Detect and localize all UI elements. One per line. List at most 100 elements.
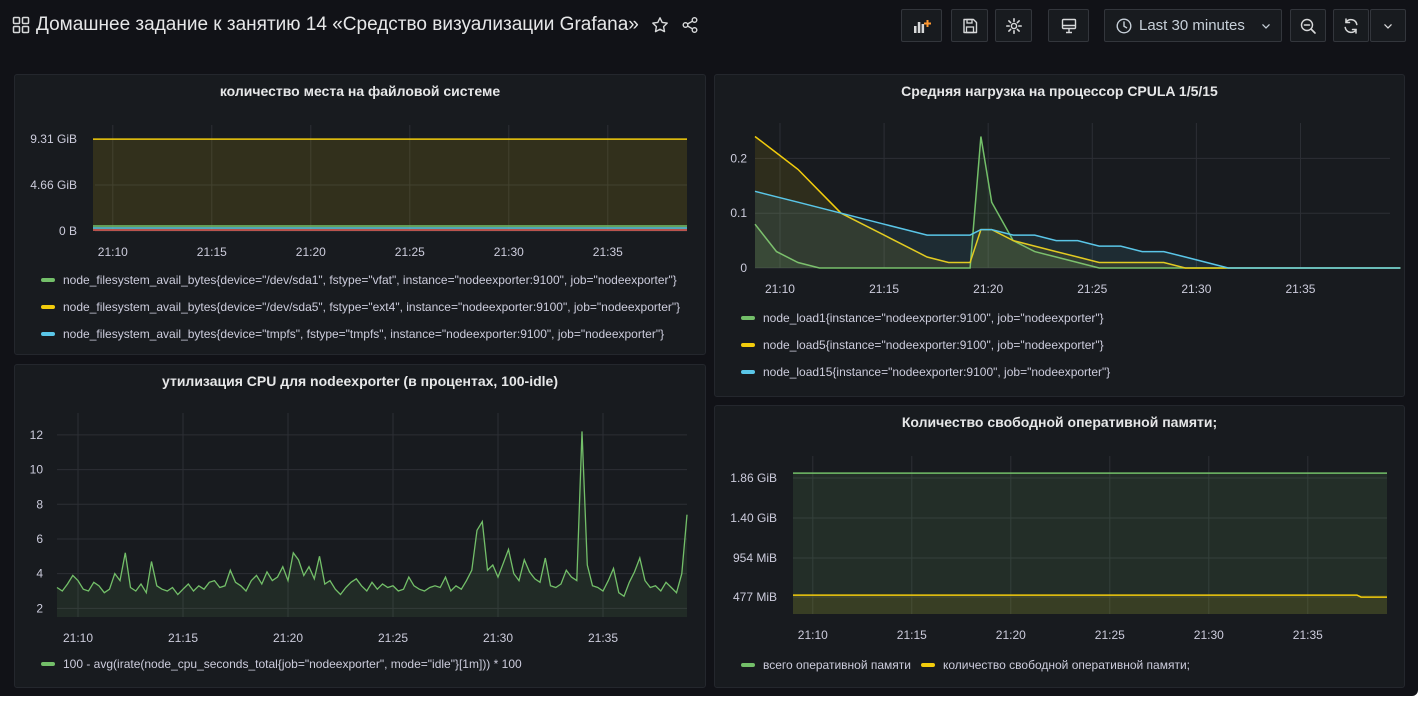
x-tick-label: 21:15 — [168, 631, 198, 645]
panel-legend: 100 - avg(irate(node_cpu_seconds_total{j… — [41, 650, 701, 677]
legend-swatch — [41, 277, 55, 282]
x-tick-label: 21:10 — [798, 628, 828, 642]
y-tick-label: 954 MiB — [733, 551, 777, 565]
legend-swatch — [41, 661, 55, 666]
panel-title[interactable]: Средняя нагрузка на процессор CPULA 1/5/… — [901, 83, 1218, 99]
top-navbar: Домашнее задание к занятию 14 «Средство … — [0, 0, 1418, 50]
series-area — [93, 139, 687, 231]
panel-title[interactable]: количество места на файловой системе — [219, 83, 501, 99]
y-tick-label: 6 — [36, 532, 43, 546]
star-icon[interactable] — [651, 16, 669, 34]
share-icon[interactable] — [681, 16, 699, 34]
series-area — [755, 136, 1401, 268]
y-tick-label: 9.31 GiB — [30, 132, 77, 146]
x-tick-label: 21:10 — [98, 245, 128, 259]
settings-icon — [1005, 17, 1022, 34]
panel-cpu-load[interactable]: Средняя нагрузка на процессор CPULA 1/5/… — [714, 74, 1405, 397]
x-tick-label: 21:20 — [973, 282, 1003, 296]
legend-label: node_filesystem_avail_bytes{device="/dev… — [63, 299, 681, 314]
save-dashboard-button[interactable] — [951, 9, 988, 42]
x-tick-label: 21:25 — [1077, 282, 1107, 296]
x-tick-label: 21:30 — [1181, 282, 1211, 296]
x-tick-label: 21:15 — [197, 245, 227, 259]
legend-item[interactable]: node_load1{instance="nodeexporter:9100",… — [741, 304, 1400, 331]
add-panel-button[interactable] — [901, 9, 942, 42]
panel-free-memory[interactable]: Количество свободной оперативной памяти;… — [714, 405, 1405, 688]
legend-swatch — [41, 304, 55, 309]
add-panel-icon — [913, 19, 931, 33]
legend-item[interactable]: всего оперативной памяти — [741, 658, 911, 672]
zoom-out-button[interactable] — [1290, 9, 1326, 42]
x-tick-label: 21:20 — [296, 245, 326, 259]
x-tick-label: 21:35 — [1285, 282, 1315, 296]
x-tick-label: 21:15 — [897, 628, 927, 642]
legend-label: node_filesystem_avail_bytes{device="/dev… — [63, 272, 677, 287]
dashboard-settings-button[interactable] — [995, 9, 1032, 42]
panel-legend: всего оперативной памяти количество своб… — [741, 651, 1400, 678]
y-tick-label: 12 — [30, 428, 44, 442]
panel-legend: node_filesystem_avail_bytes{device="/dev… — [41, 266, 701, 347]
tv-mode-icon — [1061, 18, 1076, 33]
x-tick-label: 21:10 — [63, 631, 93, 645]
legend-item[interactable]: количество свободной оперативной памяти; — [921, 658, 1190, 672]
tv-mode-button[interactable] — [1048, 9, 1089, 42]
panel-legend: node_load1{instance="nodeexporter:9100",… — [741, 304, 1400, 385]
panel-filesystem[interactable]: количество места на файловой системе 21:… — [14, 74, 706, 355]
legend-label: node_load15{instance="nodeexporter:9100"… — [763, 364, 1111, 379]
legend-item[interactable]: node_load15{instance="nodeexporter:9100"… — [741, 358, 1400, 385]
series-line — [56, 431, 688, 598]
x-tick-label: 21:25 — [395, 245, 425, 259]
x-tick-label: 21:25 — [1095, 628, 1125, 642]
clock-icon — [1116, 17, 1132, 34]
x-tick-label: 21:10 — [765, 282, 795, 296]
legend-label: node_filesystem_avail_bytes{device="tmpf… — [63, 326, 665, 341]
refresh-interval-dropdown[interactable] — [1370, 9, 1406, 42]
legend-swatch — [741, 369, 755, 374]
x-tick-label: 21:35 — [593, 245, 623, 259]
y-tick-label: 0.2 — [730, 151, 747, 165]
series-area — [755, 191, 1401, 268]
y-tick-label: 8 — [36, 497, 43, 511]
panel-title[interactable]: утилизация CPU для nodeexporter (в проце… — [162, 373, 558, 389]
y-tick-label: 0 — [740, 261, 747, 275]
refresh-icon — [1344, 17, 1358, 34]
cpu-load-chart[interactable]: 21:10 21:15 21:20 21:25 21:30 21:35 0 0.1 0.2 — [715, 75, 1405, 397]
y-tick-label: 0 B — [59, 224, 77, 238]
legend-item[interactable]: node_load5{instance="nodeexporter:9100",… — [741, 331, 1400, 358]
legend-label: node_load5{instance="nodeexporter:9100",… — [763, 337, 1104, 352]
time-range-picker[interactable]: Last 30 minutes — [1104, 9, 1282, 42]
series-area — [793, 595, 1387, 614]
panel-title[interactable]: Количество свободной оперативной памяти; — [901, 414, 1218, 430]
panel-cpu-utilization[interactable]: утилизация CPU для nodeexporter (в проце… — [14, 364, 706, 688]
save-icon — [962, 18, 977, 33]
legend-swatch — [921, 662, 935, 667]
x-tick-label: 21:35 — [588, 631, 618, 645]
dashboard-title[interactable]: Домашнее задание к занятию 14 «Средство … — [36, 14, 639, 35]
y-tick-label: 2 — [36, 601, 43, 615]
legend-item[interactable]: 100 - avg(irate(node_cpu_seconds_total{j… — [41, 650, 701, 677]
dashboard-title-area: Домашнее задание к занятию 14 «Средство … — [12, 12, 699, 38]
refresh-button[interactable] — [1333, 9, 1369, 42]
legend-item[interactable]: node_filesystem_avail_bytes{device="/dev… — [41, 266, 701, 293]
y-tick-label: 477 MiB — [733, 590, 777, 604]
legend-item[interactable]: node_filesystem_avail_bytes{device="tmpf… — [41, 320, 701, 347]
cpu-utilization-chart[interactable]: 21:10 21:15 21:20 21:25 21:30 21:35 2 4 6 8 10 12 — [15, 365, 706, 688]
legend-item[interactable]: node_filesystem_avail_bytes{device="/dev… — [41, 293, 701, 320]
series-area — [793, 473, 1387, 614]
legend-label: всего оперативной памяти — [763, 657, 911, 672]
filesystem-chart[interactable]: 21:10 21:15 21:20 21:25 21:30 21:35 0 B 4.66 Gi… — [15, 75, 706, 355]
chevron-down-icon — [1384, 23, 1392, 29]
grid-icon[interactable] — [12, 16, 30, 34]
x-tick-label: 21:20 — [273, 631, 303, 645]
y-tick-label: 4 — [36, 567, 43, 581]
legend-swatch — [741, 315, 755, 320]
x-tick-label: 21:30 — [483, 631, 513, 645]
legend-swatch — [741, 662, 755, 667]
series-area — [57, 431, 687, 617]
zoom-out-icon — [1300, 18, 1316, 34]
time-range-label: Last 30 minutes — [1139, 17, 1245, 34]
legend-label: node_load1{instance="nodeexporter:9100",… — [763, 310, 1104, 325]
free-memory-chart[interactable]: 21:10 21:15 21:20 21:25 21:30 21:35 477 MiB 954… — [715, 406, 1405, 688]
y-tick-label: 0.1 — [730, 206, 747, 220]
